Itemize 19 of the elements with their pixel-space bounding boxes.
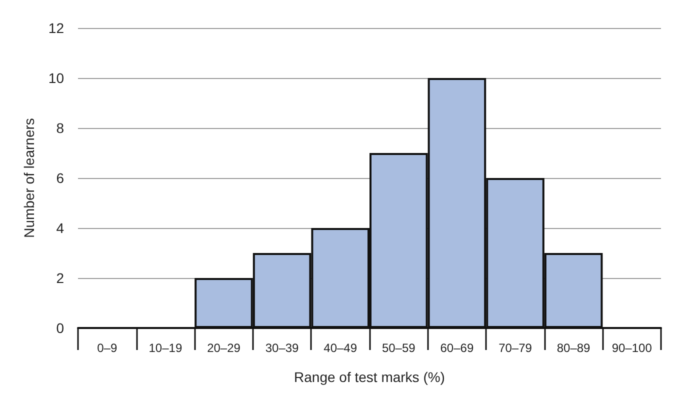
x-tick-label: 10–19 bbox=[148, 341, 182, 355]
x-tick-label: 30–39 bbox=[265, 341, 300, 355]
y-axis-title: Number of learners bbox=[21, 118, 37, 238]
y-tick-label: 6 bbox=[56, 170, 64, 186]
y-tick-label: 8 bbox=[56, 120, 64, 136]
y-tick-label: 12 bbox=[48, 20, 64, 36]
y-tick-label: 10 bbox=[48, 70, 64, 86]
x-tick-label: 80–89 bbox=[556, 341, 591, 355]
x-tick-label: 60–69 bbox=[440, 341, 474, 355]
x-axis-title: Range of test marks (%) bbox=[294, 369, 445, 385]
y-tick-label: 2 bbox=[56, 270, 64, 286]
y-tick-label: 0 bbox=[56, 320, 64, 336]
y-tick-label: 4 bbox=[56, 220, 64, 236]
x-tick-label: 40–49 bbox=[324, 341, 358, 355]
x-tick-label: 50–59 bbox=[382, 341, 416, 355]
x-tick-label: 90–100 bbox=[612, 341, 652, 355]
x-tick-label: 0–9 bbox=[97, 341, 118, 355]
x-tick-label: 20–29 bbox=[207, 341, 241, 355]
x-tick-label: 70–79 bbox=[498, 341, 532, 355]
